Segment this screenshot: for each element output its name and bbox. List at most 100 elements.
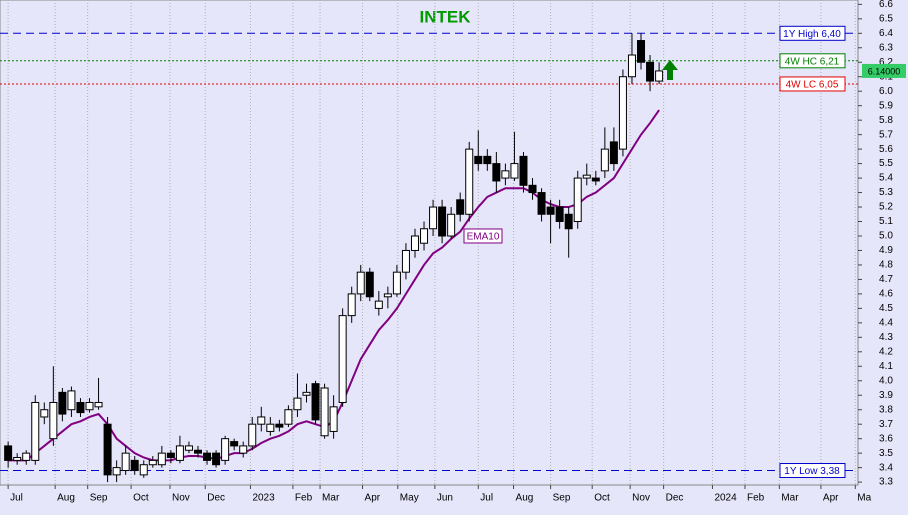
candle-body (112, 467, 121, 476)
ema-label-box (463, 228, 503, 244)
y-tick-label: 5.7 (879, 129, 893, 140)
x-tick-label: May (400, 493, 419, 504)
candle-body (609, 141, 618, 165)
candle-body (221, 438, 230, 461)
x-tick-label: Dec (207, 493, 225, 504)
candle-body (49, 401, 58, 440)
y-tick-label: 5.4 (879, 173, 893, 184)
x-tick-label: Ma (857, 493, 871, 504)
y-tick-label: 5.0 (879, 231, 893, 242)
level-label-box (779, 76, 846, 92)
candle-body (474, 155, 483, 165)
last-price-label: 6.14000 (868, 66, 901, 76)
y-tick-label: 4.1 (879, 361, 893, 372)
y-tick-label: 3.6 (879, 433, 893, 444)
candle-body (130, 459, 139, 472)
x-tick-label: Dec (666, 493, 684, 504)
candle-body (58, 391, 67, 415)
candle-body (637, 40, 646, 63)
candle-body (646, 61, 655, 82)
candle-body (103, 423, 112, 476)
x-tick-label: Feb (747, 493, 765, 504)
y-tick-label: 4.7 (879, 274, 893, 285)
candle-body (121, 452, 130, 472)
candle-body (212, 452, 221, 466)
x-tick-label: Oct (133, 493, 149, 504)
y-tick-label: 6.3 (879, 42, 893, 53)
level-label: 1Y Low 3,38 (784, 466, 840, 477)
level-label-box (779, 25, 846, 41)
y-tick-label: 5.3 (879, 187, 893, 198)
candle-body (401, 249, 410, 273)
candle-body (148, 459, 157, 466)
y-tick-label: 4.2 (879, 346, 893, 357)
x-tick-label: Mar (781, 493, 799, 504)
candle-body (591, 177, 600, 182)
y-tick-label: 4.6 (879, 289, 893, 300)
candle-body (85, 401, 94, 411)
y-tick-label: 6.2 (879, 57, 893, 68)
candle-body (546, 206, 555, 215)
candle-body (501, 170, 510, 179)
y-tick-label: 5.2 (879, 202, 893, 213)
y-tick-label: 3.9 (879, 390, 893, 401)
candle-body (22, 452, 31, 461)
x-tick-label: Apr (365, 493, 381, 504)
candle-body (31, 401, 40, 461)
y-tick-label: 5.1 (879, 216, 893, 227)
candle-body (230, 441, 239, 447)
y-tick-label: 3.4 (879, 462, 893, 473)
candle-body (203, 452, 212, 461)
candle-body (582, 174, 591, 179)
x-tick-label: Jul (10, 493, 23, 504)
candle-body (429, 206, 438, 230)
candle-body (157, 452, 166, 466)
y-tick-label: 6.6 (879, 0, 893, 10)
chart-title: INTEK (420, 7, 472, 26)
candle-body (410, 235, 419, 251)
ema-label: EMA10 (467, 232, 500, 243)
y-tick-label: 6.0 (879, 86, 893, 97)
y-tick-label: 4.3 (879, 332, 893, 343)
x-tick-label: Sep (553, 493, 571, 504)
x-tick-label: 2023 (252, 493, 275, 504)
candle-body (320, 387, 329, 437)
candle-body (465, 148, 474, 215)
y-tick-label: 5.6 (879, 144, 893, 155)
x-tick-label: Sep (90, 493, 108, 504)
candle-body (76, 401, 85, 414)
y-tick-label: 3.8 (879, 404, 893, 415)
candle-body (329, 406, 338, 432)
candle-body (275, 423, 284, 428)
candle-body (383, 293, 392, 298)
candle-body (365, 271, 374, 298)
candle-body (655, 70, 664, 82)
x-tick-label: Nov (172, 493, 190, 504)
y-tick-label: 4.0 (879, 375, 893, 386)
candle-body (573, 177, 582, 223)
x-tick-label: 2024 (714, 493, 737, 504)
candle-body (194, 449, 202, 454)
y-tick-label: 5.9 (879, 100, 893, 111)
level-label: 4W LC 6,05 (786, 80, 839, 91)
x-tick-label: Feb (295, 493, 313, 504)
candle-body (347, 293, 356, 317)
x-tick-label: Jul (480, 493, 493, 504)
candle-body (139, 464, 148, 476)
candle-body (519, 155, 528, 186)
candle-body (528, 184, 537, 194)
candle-body (483, 155, 492, 165)
candle-body (510, 163, 519, 179)
candle-body (564, 213, 573, 230)
candle-body (438, 206, 447, 237)
y-tick-label: 6.5 (879, 13, 893, 24)
candle-body (447, 213, 456, 237)
candle-body (94, 401, 103, 408)
candle-body (374, 300, 383, 309)
candle-body (420, 228, 429, 244)
candle-body (293, 397, 302, 411)
level-label-box (779, 463, 846, 479)
candle-body (311, 383, 320, 421)
